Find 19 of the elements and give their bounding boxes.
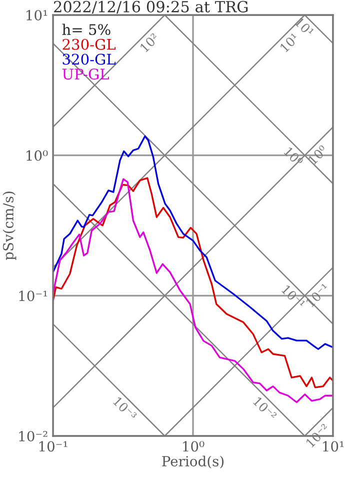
x-axis-title: Period(s) [162,456,224,468]
y-tick-label: 10⁻¹ [19,290,48,302]
y-axis-title: pSv(cm/s) [2,192,16,260]
x-tick-label: 10⁻¹ [39,441,68,452]
annotation: 10⁻³ [112,396,138,422]
text: 320-GL [62,54,116,65]
annotation: 10⁻² [252,396,278,421]
x-tick-label: 10⁰ [183,441,204,452]
text: UP-GL [62,68,109,80]
annotation: 10⁰ [284,146,304,167]
legend-title: h= 5% [62,24,110,36]
y-tick-label: 10⁻² [19,430,48,442]
y-tick-label: 10¹ [26,10,48,20]
annotation: 10⁰ [308,144,328,165]
chart-title: 2022/12/16 09:25 at TRG [54,0,248,14]
annotation: 10² [140,32,160,53]
y-tick-label: 10⁰ [26,150,48,161]
text: 230-GL [62,38,116,50]
annotation: 10⁻¹ [281,284,306,309]
